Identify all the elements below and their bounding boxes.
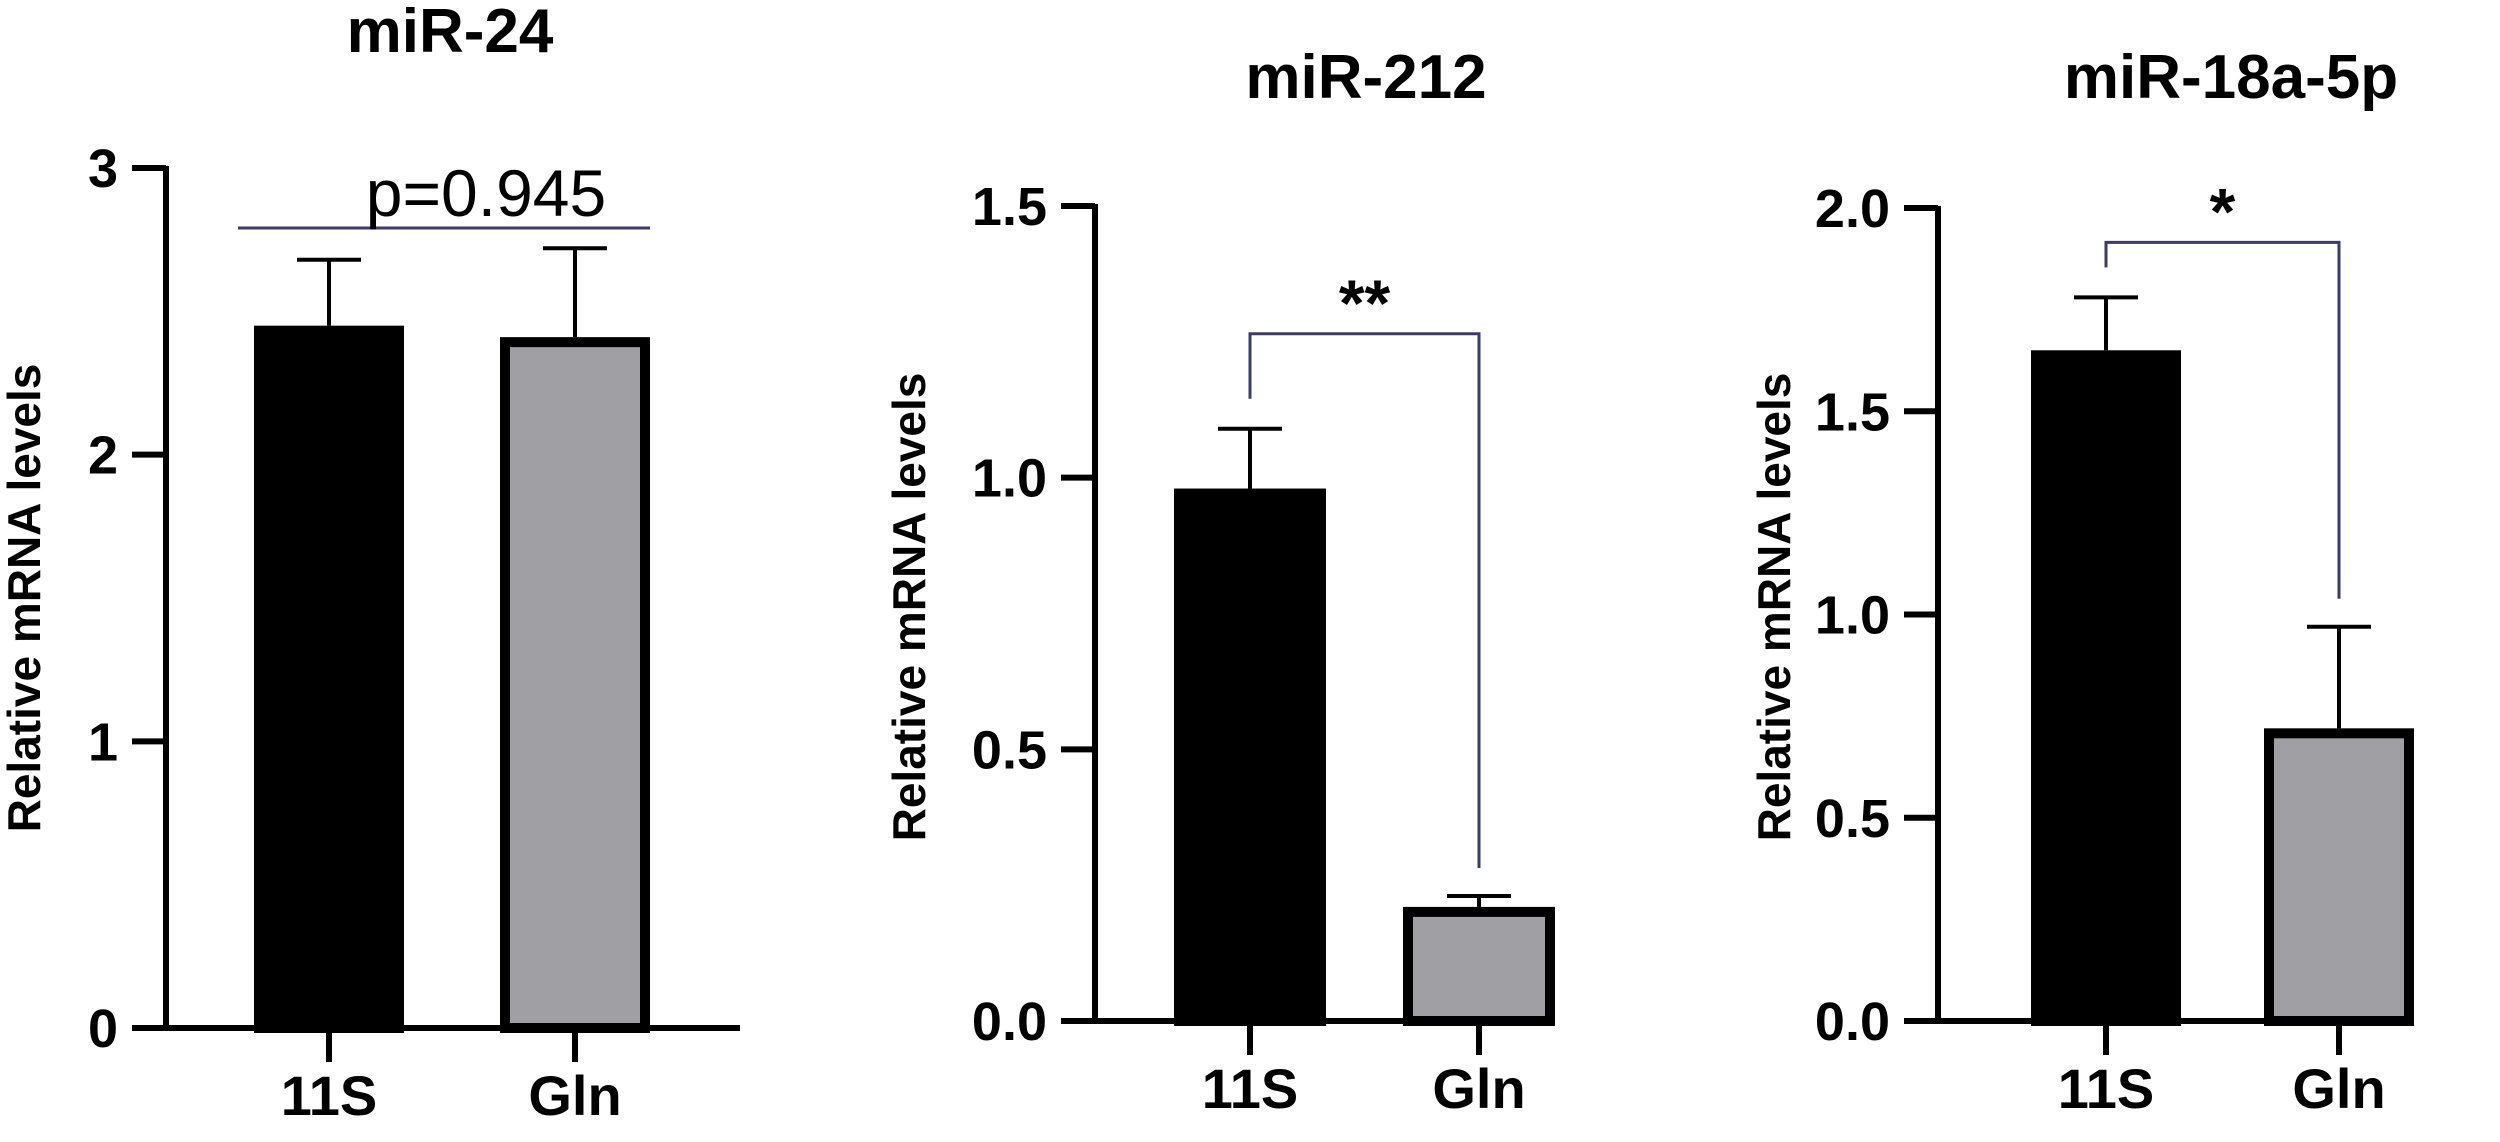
chart-3-bar-2 bbox=[2264, 728, 2414, 1026]
chart-3-x-tick-label-1: 11S bbox=[2058, 1057, 2155, 1120]
chart-2-title: miR-212 bbox=[1245, 43, 1486, 112]
chart-3-x-tick-label-2: Gln bbox=[2292, 1057, 2385, 1120]
chart-1-significance-label: p=0.945 bbox=[366, 156, 606, 230]
chart-1-bar-1 bbox=[254, 325, 404, 1033]
chart-3-y-tick-label-5: 2.0 bbox=[1815, 179, 1890, 239]
chart-2-significance-bracket bbox=[1248, 332, 1481, 869]
chart-1-y-tick-label-4: 3 bbox=[88, 139, 118, 199]
chart-3-y-tick-label-4: 1.5 bbox=[1815, 382, 1890, 442]
chart-2-y-axis-label: Relative mRNA levels bbox=[883, 373, 935, 842]
chart-1-y-tick-label-2: 1 bbox=[88, 712, 118, 772]
chart-3-y-tick-label-3: 1.0 bbox=[1815, 586, 1890, 646]
chart-1-y-tick-label-1: 0 bbox=[88, 999, 118, 1059]
chart-2-x-tick-label-2: Gln bbox=[1432, 1057, 1525, 1120]
chart-3-y-tick-label-2: 0.5 bbox=[1815, 789, 1890, 849]
chart-3-bar-1 bbox=[2031, 350, 2181, 1026]
chart-1-title: miR-24 bbox=[347, 0, 554, 66]
chart-2-bar-1 bbox=[1174, 488, 1326, 1026]
chart-1-x-tick-label-2: Gln bbox=[528, 1064, 621, 1127]
chart-3-significance-bracket bbox=[2104, 240, 2341, 599]
chart-2-y-tick-label-3: 1.0 bbox=[972, 449, 1047, 509]
chart-2-x-tick-label-1: 11S bbox=[1202, 1057, 1299, 1120]
chart-2-y-tick-label-4: 1.5 bbox=[972, 177, 1047, 237]
chart-3-y-tick-label-1: 0.0 bbox=[1815, 992, 1890, 1052]
chart-2-significance-label: ** bbox=[1339, 266, 1391, 340]
chart-1-y-axis-label: Relative mRNA levels bbox=[0, 364, 50, 833]
chart-2-y-tick-label-1: 0.0 bbox=[972, 992, 1047, 1052]
chart-3-title: miR-18a-5p bbox=[2064, 43, 2398, 112]
chart-2-y-tick-label-2: 0.5 bbox=[972, 720, 1047, 780]
chart-2-bar-2 bbox=[1403, 906, 1555, 1027]
chart-3-significance-label: * bbox=[2210, 174, 2236, 248]
chart-1-bar-2 bbox=[500, 337, 650, 1033]
chart-3-y-axis-label: Relative mRNA levels bbox=[1748, 373, 1800, 842]
chart-1-x-tick-label-1: 11S bbox=[281, 1064, 378, 1127]
chart-1-y-tick-label-3: 2 bbox=[88, 426, 118, 486]
